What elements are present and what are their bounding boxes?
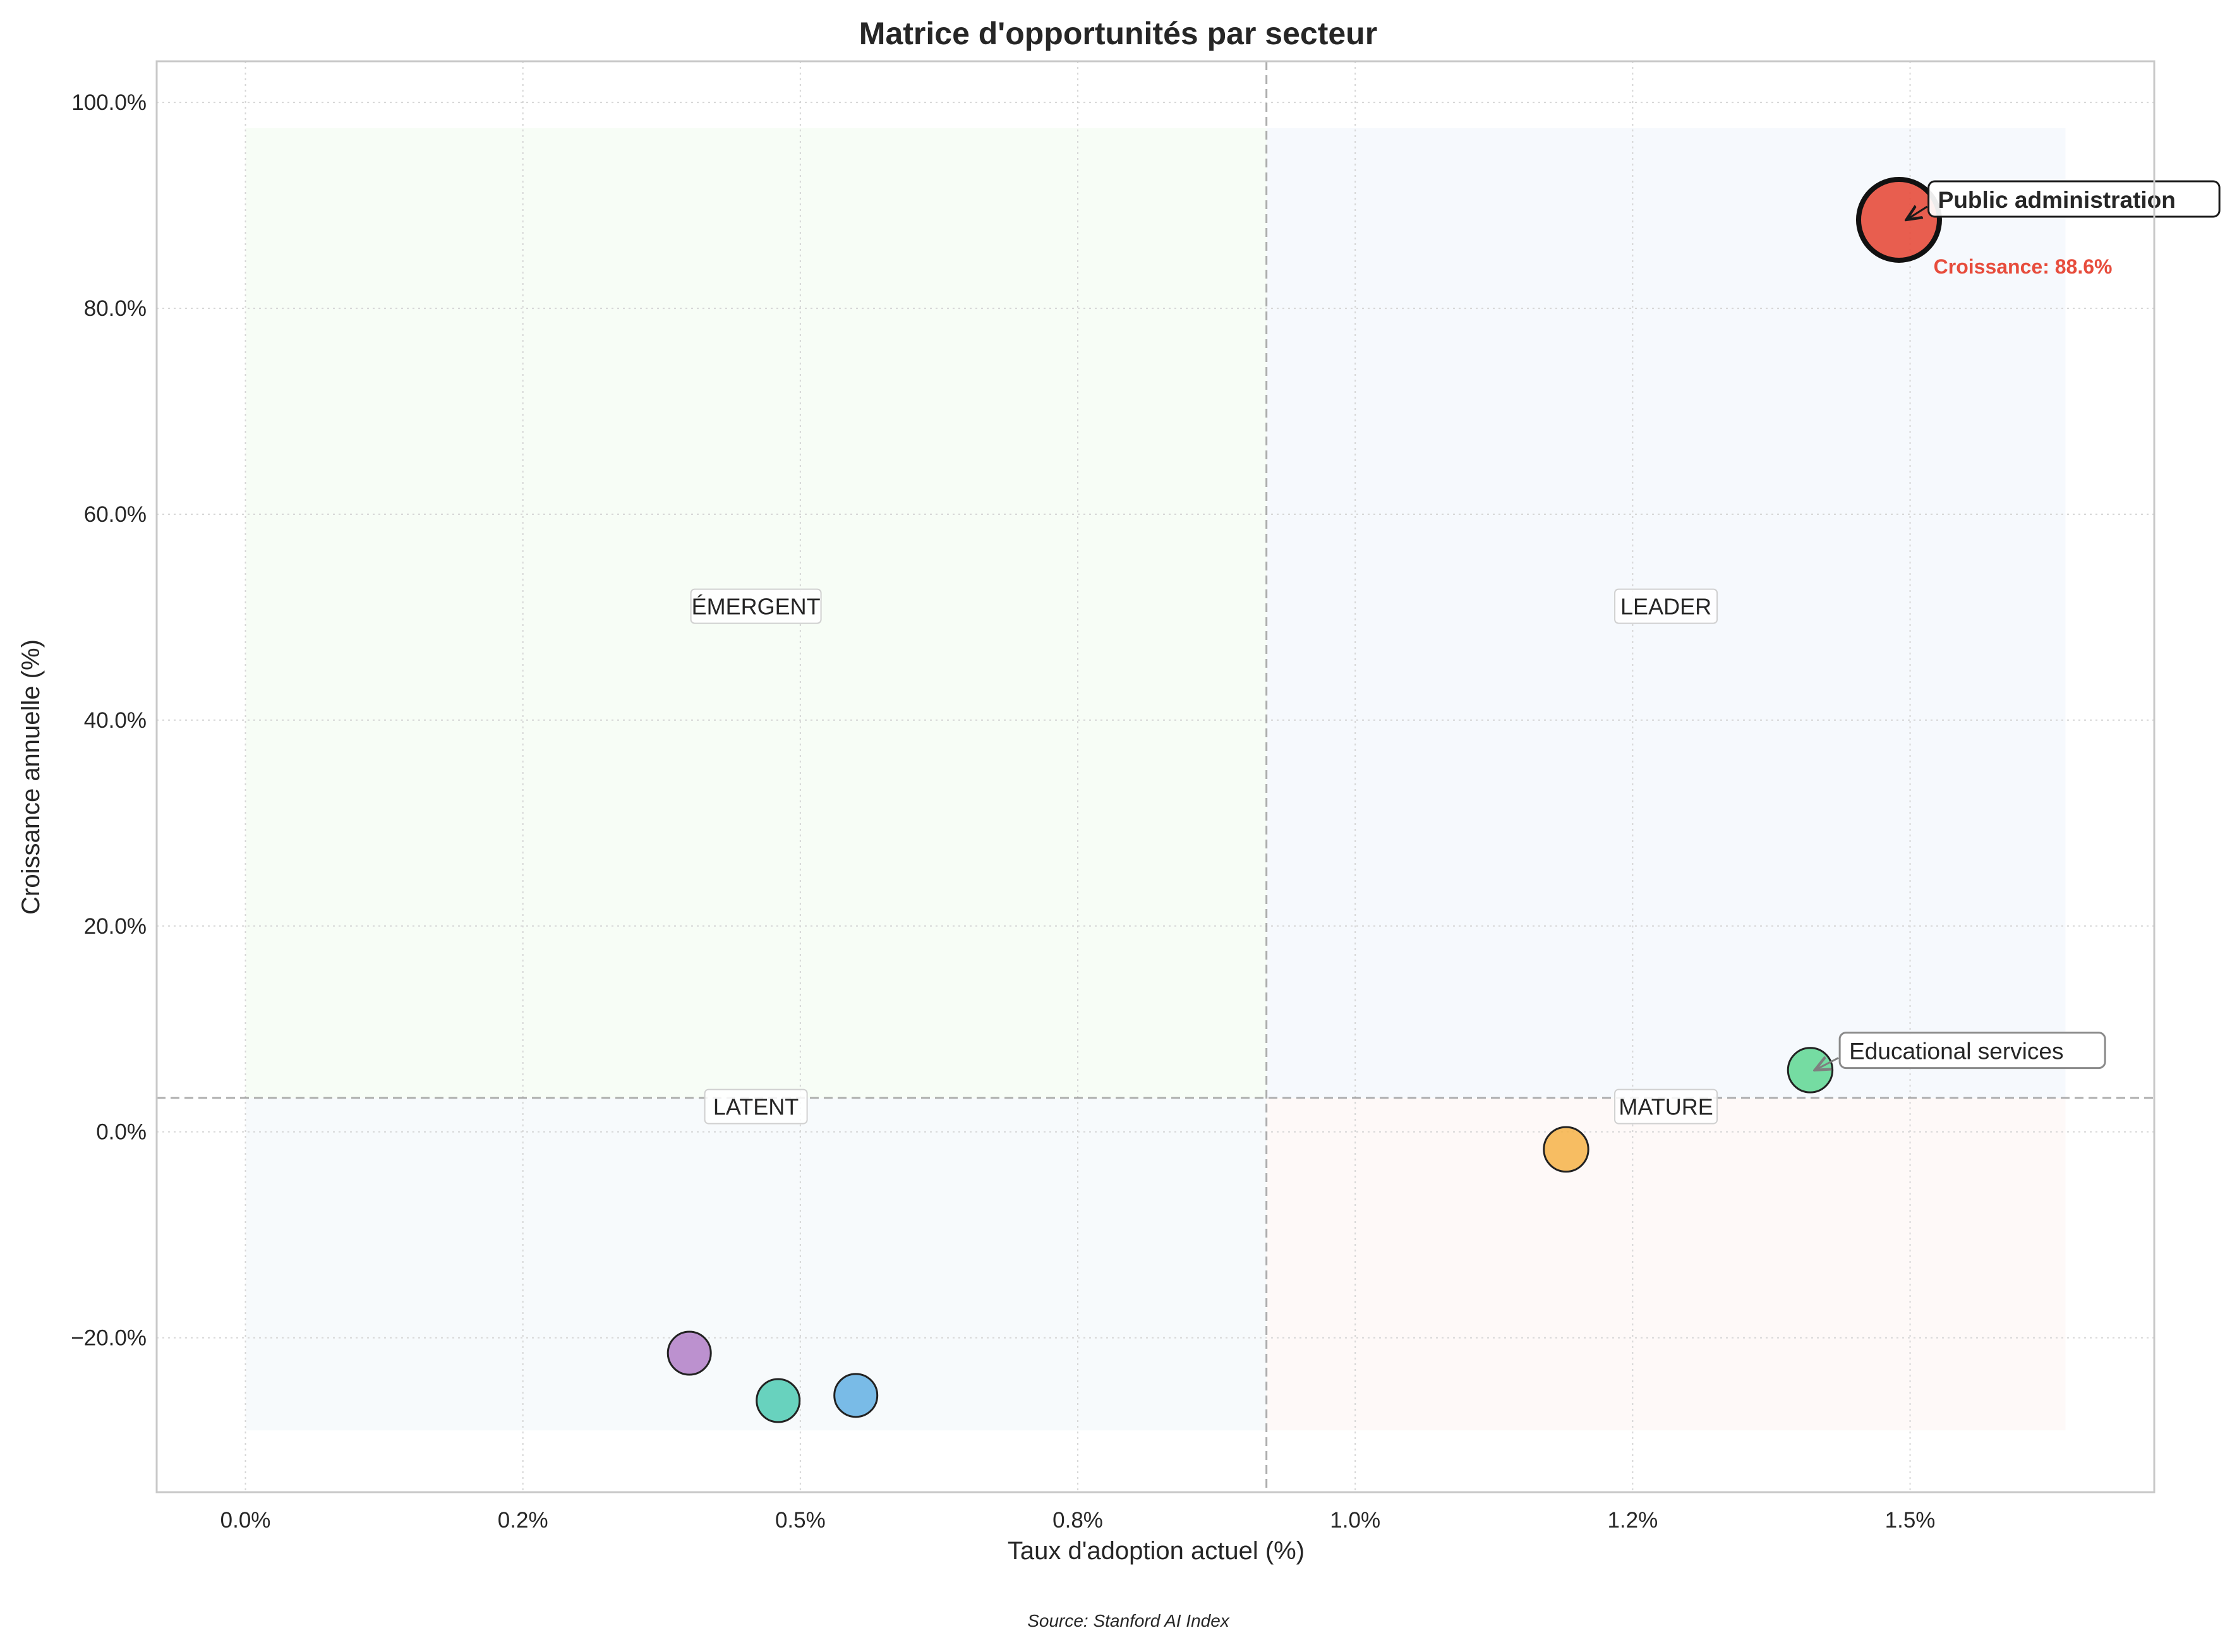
quadrant-labels: ÉMERGENT LEADER LATENT MATURE — [690, 588, 1718, 1124]
data-point — [1543, 1126, 1589, 1173]
plot-border — [155, 60, 2156, 1493]
data-points — [666, 176, 1942, 1423]
x-tick-label: 0.2% — [498, 1508, 548, 1533]
quadrant-label: LEADER — [1620, 594, 1711, 620]
x-axis-ticks: 0.0% 0.2% 0.5% 0.8% 1.0% 1.2% 1.5% — [220, 1508, 1936, 1533]
quadrant-region — [1266, 1097, 2066, 1431]
x-tick-label: 0.0% — [220, 1508, 271, 1533]
x-tick-label: 1.0% — [1330, 1508, 1380, 1533]
plot-background — [157, 61, 2154, 1492]
data-point — [833, 1373, 879, 1418]
quadrant-dividers — [157, 61, 2154, 1492]
data-point — [1787, 1047, 1834, 1094]
x-tick-label: 0.8% — [1052, 1508, 1103, 1533]
x-tick-label: 1.5% — [1885, 1508, 1936, 1533]
y-tick-label: 40.0% — [84, 708, 147, 733]
annotation-label: Public administration — [1938, 187, 2176, 213]
plot-area — [157, 61, 2154, 1492]
point-annotations: Public administration Educational service… — [1815, 180, 2221, 1070]
chart-title: Matrice d'opportunités par secteur — [859, 16, 1377, 51]
quadrant-label-box — [690, 588, 822, 624]
annotation-box — [1838, 1032, 2106, 1070]
x-tick-label: 1.2% — [1607, 1508, 1658, 1533]
plot-frame — [155, 60, 2156, 1493]
y-tick-label: −20.0% — [71, 1326, 147, 1351]
y-tick-label: 0.0% — [96, 1120, 147, 1145]
quadrant-label: ÉMERGENT — [692, 594, 821, 620]
data-point — [1855, 176, 1942, 263]
annotation-label: Educational services — [1849, 1039, 2063, 1064]
x-tick-label: 0.5% — [775, 1508, 826, 1533]
y-tick-label: 80.0% — [84, 296, 147, 321]
quadrant-label-box — [704, 1088, 808, 1124]
y-tick-label: 60.0% — [84, 502, 147, 527]
y-axis-label: Croissance annuelle (%) — [17, 639, 45, 915]
quadrant-label: MATURE — [1619, 1094, 1713, 1120]
annotation-arrow — [1907, 207, 1928, 220]
y-tick-label: 100.0% — [71, 90, 147, 115]
y-tick-label: 20.0% — [84, 914, 147, 939]
y-axis-ticks: −20.0% 0.0% 20.0% 40.0% 60.0% 80.0% 100.0% — [71, 90, 147, 1350]
quadrant-region — [245, 1097, 1267, 1431]
quadrant-label-box — [1614, 588, 1718, 624]
data-point — [756, 1378, 801, 1423]
data-point — [666, 1330, 712, 1376]
annotation-box — [1927, 180, 2221, 218]
source-note: Source: Stanford AI Index — [1027, 1611, 1230, 1631]
annotation-arrow — [1815, 1058, 1839, 1070]
quadrant-label: LATENT — [713, 1094, 799, 1120]
quadrant-regions — [245, 128, 2066, 1431]
growth-note: Croissance: 88.6% — [1934, 255, 2113, 278]
x-axis-label: Taux d'adoption actuel (%) — [1008, 1537, 1305, 1565]
quadrant-label-box — [1614, 1088, 1718, 1124]
